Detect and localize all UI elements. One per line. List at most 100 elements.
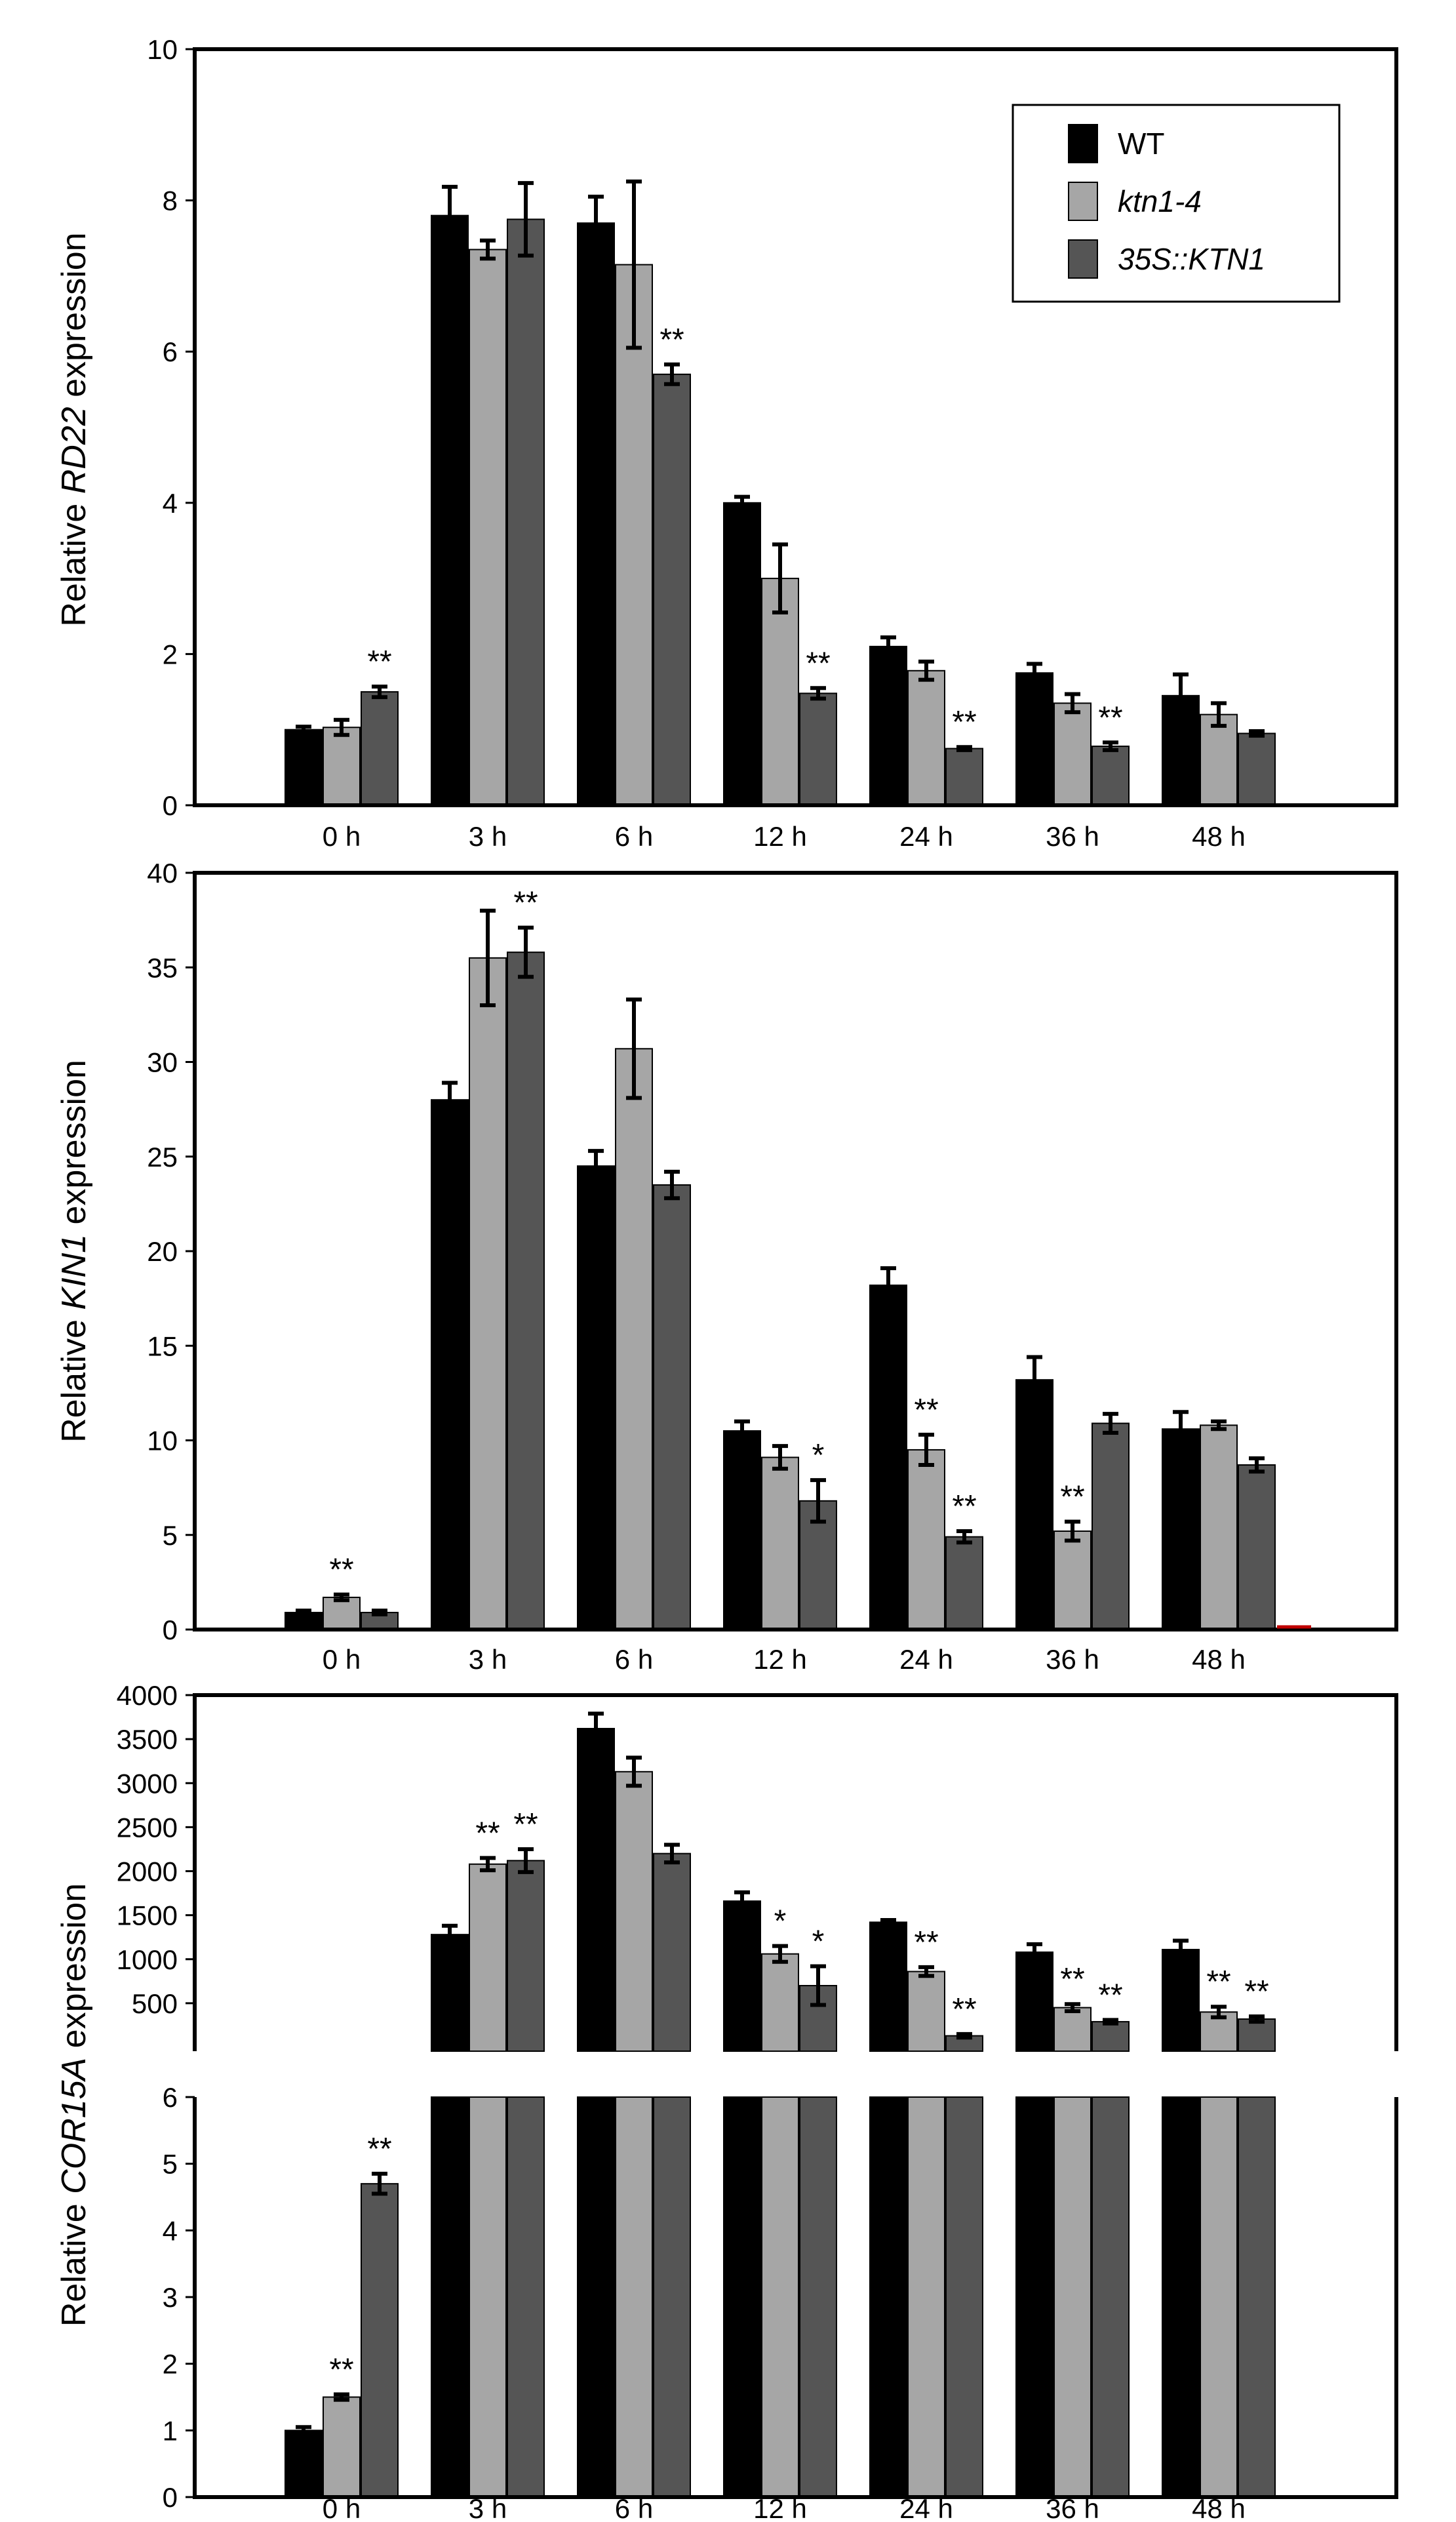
y-tick-label: 20	[147, 1236, 178, 1267]
bar-48h-s0-lower	[1162, 2096, 1200, 2498]
error-bar	[1173, 1410, 1189, 1449]
legend-label-ktn: ktn1-4	[1118, 184, 1202, 218]
bar-3h-s2-lower	[507, 2096, 545, 2498]
x-tick-label: 24 h	[899, 1644, 953, 1675]
error-bar	[1103, 2018, 1118, 2026]
x-tick-label: 6 h	[615, 821, 653, 852]
error-bar	[1173, 672, 1189, 719]
bar-12h-s2-lower	[799, 2096, 837, 2498]
x-tick-label: 6 h	[615, 2493, 653, 2522]
x-tick-label: 24 h	[899, 2493, 953, 2522]
error-bar	[1249, 1456, 1265, 1474]
bar-12h-s2	[799, 692, 837, 806]
error-bar	[442, 1923, 458, 1946]
x-tick-label: 48 h	[1192, 821, 1246, 852]
error-bar	[480, 908, 496, 1007]
significance-marker: **	[1206, 1965, 1230, 1999]
bar-12h-s0	[723, 1900, 761, 2052]
bar-12h-s0	[723, 1430, 761, 1630]
bar-24h-s1	[907, 1449, 945, 1631]
error-bar	[918, 659, 934, 682]
x-tick-label: 0 h	[323, 1644, 361, 1675]
x-tick-label: 12 h	[753, 1644, 807, 1675]
bar-24h-s1	[907, 670, 945, 806]
y-tick-label: 2500	[117, 1812, 178, 1843]
bar-0h-s1	[323, 727, 361, 806]
bar-6h-s0-lower	[577, 2096, 615, 2498]
y-tick-label: 5	[163, 1520, 178, 1551]
error-bar	[588, 1149, 604, 1184]
bar-48h-s0	[1162, 1948, 1200, 2052]
y-tick-label: 5	[163, 2149, 178, 2180]
bar-24h-s0-lower	[869, 2096, 907, 2498]
significance-marker: **	[952, 705, 976, 740]
y-tick-label: 15	[147, 1331, 178, 1361]
error-bar	[734, 1419, 750, 1443]
x-tick-label: 3 h	[469, 1644, 507, 1675]
error-bar	[626, 1755, 642, 1788]
error-bar	[664, 362, 680, 386]
error-bar	[626, 179, 642, 350]
bar-48h-s1-lower	[1200, 2096, 1238, 2498]
bar-24h-s2	[945, 748, 983, 807]
chart-rd22: 0 2 4 6 8 10 0 h 3 h 6 h 12 h 24 h 36 h 48 h ** ** ** **…	[55, 34, 1398, 852]
y-tick-label: 6	[163, 2082, 178, 2113]
y-tick-label: 4	[163, 2215, 178, 2246]
y-tick-label: 0	[163, 790, 178, 821]
y-axis-label: Relative RD22 expression	[55, 232, 93, 626]
error-bar	[480, 1856, 496, 1873]
y-tick-label: 6	[163, 336, 178, 367]
error-bar	[1027, 1942, 1042, 1963]
x-tick-label: 0 h	[323, 2493, 361, 2522]
bar-36h-s1	[1053, 702, 1092, 806]
y-tick-label: 0	[163, 1614, 178, 1645]
bar-3h-s1	[469, 957, 507, 1630]
y-tick-label: 1000	[117, 1944, 178, 1975]
bar-12h-s1	[761, 1456, 799, 1631]
y-tick-label: 3500	[117, 1724, 178, 1755]
bar-6h-s1	[615, 264, 653, 807]
error-bar	[880, 635, 896, 658]
error-bar	[918, 1965, 934, 1978]
error-bar	[772, 1944, 788, 1964]
error-bar	[734, 494, 750, 511]
bar-6h-s2	[653, 1184, 691, 1630]
error-bar	[664, 1169, 680, 1201]
significance-marker: **	[952, 1489, 976, 1524]
error-bar	[810, 1478, 826, 1524]
error-bar	[1173, 1938, 1189, 1961]
significance-marker: **	[367, 2132, 391, 2167]
y-tick-label: 10	[147, 1426, 178, 1456]
x-tick-label: 12 h	[753, 821, 807, 852]
error-bar	[372, 684, 387, 700]
y-tick-label: 25	[147, 1142, 178, 1172]
error-bar	[1211, 1419, 1227, 1431]
y-tick-label: 35	[147, 952, 178, 983]
bar-36h-s1	[1053, 2007, 1092, 2052]
y-tick-label: 0	[163, 2482, 178, 2513]
legend-label-oe: 35S::KTN1	[1118, 242, 1265, 276]
error-bar	[1103, 740, 1118, 752]
x-tick-label: 0 h	[323, 821, 361, 852]
bar-3h-s0	[431, 1934, 469, 2052]
y-tick-label: 30	[147, 1047, 178, 1078]
y-tick-label: 10	[147, 34, 178, 65]
bar-48h-s2-lower	[1238, 2096, 1276, 2498]
bar-6h-s0	[577, 222, 615, 806]
y-tick-label: 500	[132, 1988, 178, 2019]
bar-48h-s1	[1200, 1424, 1238, 1630]
x-tick-label: 3 h	[469, 821, 507, 852]
bar-0h-s2-lower	[361, 2183, 399, 2498]
bar-6h-s1-lower	[615, 2096, 653, 2498]
error-bar	[296, 725, 311, 735]
y-tick-label: 40	[147, 858, 178, 889]
bar-3h-s1	[469, 249, 507, 807]
error-bar	[772, 1444, 788, 1471]
bar-24h-s0	[869, 645, 907, 806]
y-tick-label: 4	[163, 488, 178, 519]
bar-36h-s2	[1092, 2021, 1130, 2052]
error-bar	[588, 194, 604, 252]
